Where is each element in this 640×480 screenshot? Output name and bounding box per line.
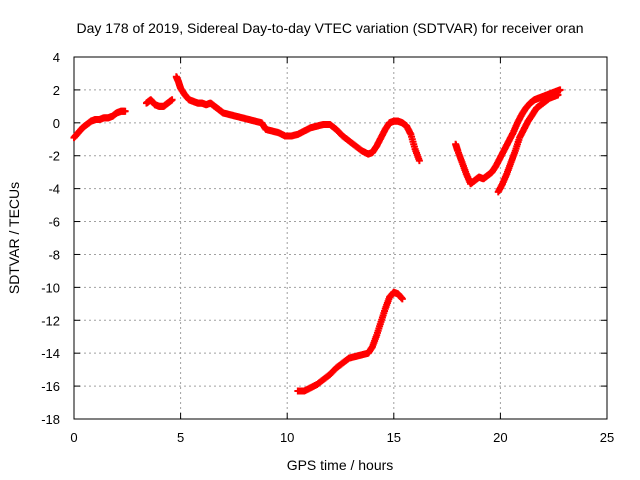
series-segment-6 xyxy=(494,91,562,196)
y-tick-label: -2 xyxy=(48,149,60,164)
x-tick-label: 5 xyxy=(177,430,184,445)
y-tick-label: 0 xyxy=(53,116,60,131)
y-tick-label: -18 xyxy=(41,412,60,427)
data-point xyxy=(168,96,176,104)
y-tick-label: -14 xyxy=(41,346,60,361)
x-tick-label: 20 xyxy=(493,430,507,445)
data-point xyxy=(398,295,406,303)
x-tick-label: 0 xyxy=(70,430,77,445)
y-tick-label: 2 xyxy=(53,83,60,98)
x-axis-label: GPS time / hours xyxy=(287,457,394,473)
y-tick-label: -12 xyxy=(41,313,60,328)
x-tick-label: 10 xyxy=(280,430,294,445)
series-segment-1 xyxy=(70,107,129,142)
y-tick-label: -6 xyxy=(48,215,60,230)
grid xyxy=(74,57,607,419)
x-tick-label: 15 xyxy=(387,430,401,445)
series-segment-2 xyxy=(142,96,176,110)
plot-frame xyxy=(73,56,608,420)
y-tick-label: 4 xyxy=(53,50,60,65)
chart-title: Day 178 of 2019, Sidereal Day-to-day VTE… xyxy=(76,20,583,36)
y-tick-label: -8 xyxy=(48,247,60,262)
data-point xyxy=(415,157,423,165)
x-tick-label: 25 xyxy=(600,430,614,445)
data-point xyxy=(121,107,129,115)
y-tick-label: -10 xyxy=(41,280,60,295)
y-tick-label: -4 xyxy=(48,182,60,197)
series-segment-3 xyxy=(172,73,423,165)
series-segment-4 xyxy=(294,288,406,395)
data-points xyxy=(70,73,564,395)
y-axis-label: SDTVAR / TECUs xyxy=(6,182,22,294)
y-tick-label: -16 xyxy=(41,379,60,394)
data-point xyxy=(554,91,562,99)
data-point xyxy=(556,86,564,94)
